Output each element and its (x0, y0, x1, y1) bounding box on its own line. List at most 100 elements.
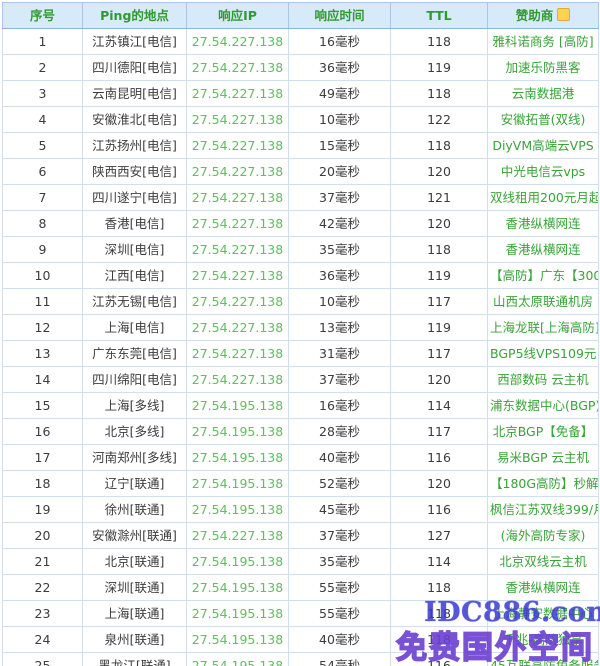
table-row: 20 安徽滁州[联通] 27.54.227.138 37毫秒 127 (海外高防专家) (2, 522, 599, 549)
sponsor-link[interactable]: 千兆-高防独享 (487, 626, 599, 653)
ping-location: 江西[电信] (82, 262, 187, 289)
table-row: 21 北京[联通] 27.54.195.138 35毫秒 114 北京双线云主机 (2, 548, 599, 575)
table-row: 23 上海[联通] 27.54.195.138 55毫秒 118 上海静安数据中心 (2, 600, 599, 627)
ttl-value: 121 (390, 184, 488, 211)
response-ip: 27.54.227.138 (186, 366, 289, 393)
sponsor-link[interactable]: BGP5线VPS109元 (487, 340, 599, 367)
response-ip: 27.54.227.138 (186, 522, 289, 549)
sponsor-link[interactable]: 上海龙联[上海高防] (487, 314, 599, 341)
table-row: 12 上海[电信] 27.54.227.138 13毫秒 119 上海龙联[上海高防] (2, 314, 599, 341)
ping-location: 河南郑州[多线] (82, 444, 187, 471)
response-time: 35毫秒 (288, 548, 391, 575)
sponsor-link[interactable]: 雅科诺商务 [高防] (487, 28, 599, 55)
response-time: 20毫秒 (288, 158, 391, 185)
table-row: 4 安徽淮北[电信] 27.54.227.138 10毫秒 122 安徽拓普(双线) (2, 106, 599, 133)
ping-location: 广东东莞[电信] (82, 340, 187, 367)
sponsor-link[interactable]: 枫信江苏双线399/月 (487, 496, 599, 523)
header-response-ip-label: 响应IP (218, 8, 257, 23)
response-ip: 27.54.195.138 (186, 392, 289, 419)
response-ip: 27.54.227.138 (186, 210, 289, 237)
response-time: 37毫秒 (288, 522, 391, 549)
table-row: 19 徐州[联通] 27.54.195.138 45毫秒 116 枫信江苏双线399/月 (2, 496, 599, 523)
sponsor-link[interactable]: 【高防】广东【300G】 (487, 262, 599, 289)
sponsor-link[interactable]: 西部数码 云主机 (487, 366, 599, 393)
row-number: 20 (2, 522, 83, 549)
sponsor-link[interactable]: 【180G高防】秒解 (487, 470, 599, 497)
ping-location: 上海[联通] (82, 600, 187, 627)
ttl-value: 117 (390, 340, 488, 367)
table-row: 3 云南昆明[电信] 27.54.227.138 49毫秒 118 云南数据港 (2, 80, 599, 107)
header-response-time-label: 响应时间 (314, 8, 365, 23)
sponsor-link[interactable]: 山西太原联通机房 (487, 288, 599, 315)
header-row: 序号 Ping的地点 响应IP 响应时间 TTL 赞助商 (2, 2, 599, 29)
response-ip: 27.54.227.138 (186, 262, 289, 289)
ttl-value: 118 (390, 28, 488, 55)
header-location-label: Ping的地点 (100, 8, 169, 23)
sponsor-link[interactable]: 中光电信云vps (487, 158, 599, 185)
sponsor-link[interactable]: 香港纵横网连 (487, 236, 599, 263)
ping-location: 徐州[联通] (82, 496, 187, 523)
ttl-value: 114 (390, 392, 488, 419)
sponsor-link[interactable]: 香港纵横网连 (487, 210, 599, 237)
response-time: 54毫秒 (288, 652, 391, 666)
table-row: 9 深圳[电信] 27.54.227.138 35毫秒 118 香港纵横网连 (2, 236, 599, 263)
response-time: 10毫秒 (288, 106, 391, 133)
response-ip: 27.54.195.138 (186, 418, 289, 445)
row-number: 17 (2, 444, 83, 471)
sponsor-link[interactable]: 上海静安数据中心 (487, 600, 599, 627)
sponsor-link[interactable]: 安徽拓普(双线) (487, 106, 599, 133)
row-number: 11 (2, 288, 83, 315)
response-ip: 27.54.227.138 (186, 158, 289, 185)
response-ip: 27.54.195.138 (186, 574, 289, 601)
ttl-value: 116 (390, 496, 488, 523)
row-number: 10 (2, 262, 83, 289)
ping-location: 上海[电信] (82, 314, 187, 341)
ttl-value: 114 (390, 548, 488, 575)
row-number: 21 (2, 548, 83, 575)
response-time: 42毫秒 (288, 210, 391, 237)
row-number: 25 (2, 652, 83, 666)
response-time: 49毫秒 (288, 80, 391, 107)
table-row: 16 北京[多线] 27.54.195.138 28毫秒 117 北京BGP【免备】 (2, 418, 599, 445)
table-row: 14 四川绵阳[电信] 27.54.227.138 37毫秒 120 西部数码 云主机 (2, 366, 599, 393)
header-response-time: 响应时间 (288, 2, 391, 29)
ping-location: 江苏扬州[电信] (82, 132, 187, 159)
response-time: 40毫秒 (288, 626, 391, 653)
sponsor-link[interactable]: 云南数据港 (487, 80, 599, 107)
response-time: 55毫秒 (288, 574, 391, 601)
ttl-value: 119 (390, 54, 488, 81)
row-number: 15 (2, 392, 83, 419)
sponsor-link[interactable]: 浦东数据中心(BGP) (487, 392, 599, 419)
ping-location: 安徽淮北[电信] (82, 106, 187, 133)
sponsor-link[interactable]: 45互联高防免备服务器 (487, 652, 599, 666)
response-time: 10毫秒 (288, 288, 391, 315)
row-number: 18 (2, 470, 83, 497)
ttl-value: 120 (390, 210, 488, 237)
ping-location: 江苏镇江[电信] (82, 28, 187, 55)
sponsor-link[interactable]: 易米BGP 云主机 (487, 444, 599, 471)
header-location: Ping的地点 (82, 2, 187, 29)
ttl-value: 118 (390, 80, 488, 107)
response-time: 28毫秒 (288, 418, 391, 445)
sponsor-link[interactable]: 香港纵横网连 (487, 574, 599, 601)
ping-location: 上海[多线] (82, 392, 187, 419)
sponsor-link[interactable]: 北京双线云主机 (487, 548, 599, 575)
table-row: 7 四川遂宁[电信] 27.54.227.138 37毫秒 121 双线租用200元月起 (2, 184, 599, 211)
response-ip: 27.54.195.138 (186, 600, 289, 627)
response-time: 52毫秒 (288, 470, 391, 497)
sponsor-link[interactable]: 北京BGP【免备】 (487, 418, 599, 445)
ping-location: 泉州[联通] (82, 626, 187, 653)
sponsor-link[interactable]: 双线租用200元月起 (487, 184, 599, 211)
response-time: 55毫秒 (288, 600, 391, 627)
sponsor-link[interactable]: (海外高防专家) (487, 522, 599, 549)
header-response-ip: 响应IP (186, 2, 289, 29)
ttl-value: 117 (390, 288, 488, 315)
sponsor-link[interactable]: 加速乐防黑客 (487, 54, 599, 81)
response-ip: 27.54.195.138 (186, 496, 289, 523)
row-number: 9 (2, 236, 83, 263)
ttl-value: 119 (390, 314, 488, 341)
table-row: 8 香港[电信] 27.54.227.138 42毫秒 120 香港纵横网连 (2, 210, 599, 237)
sponsor-link[interactable]: DiyVM高端云VPS (487, 132, 599, 159)
